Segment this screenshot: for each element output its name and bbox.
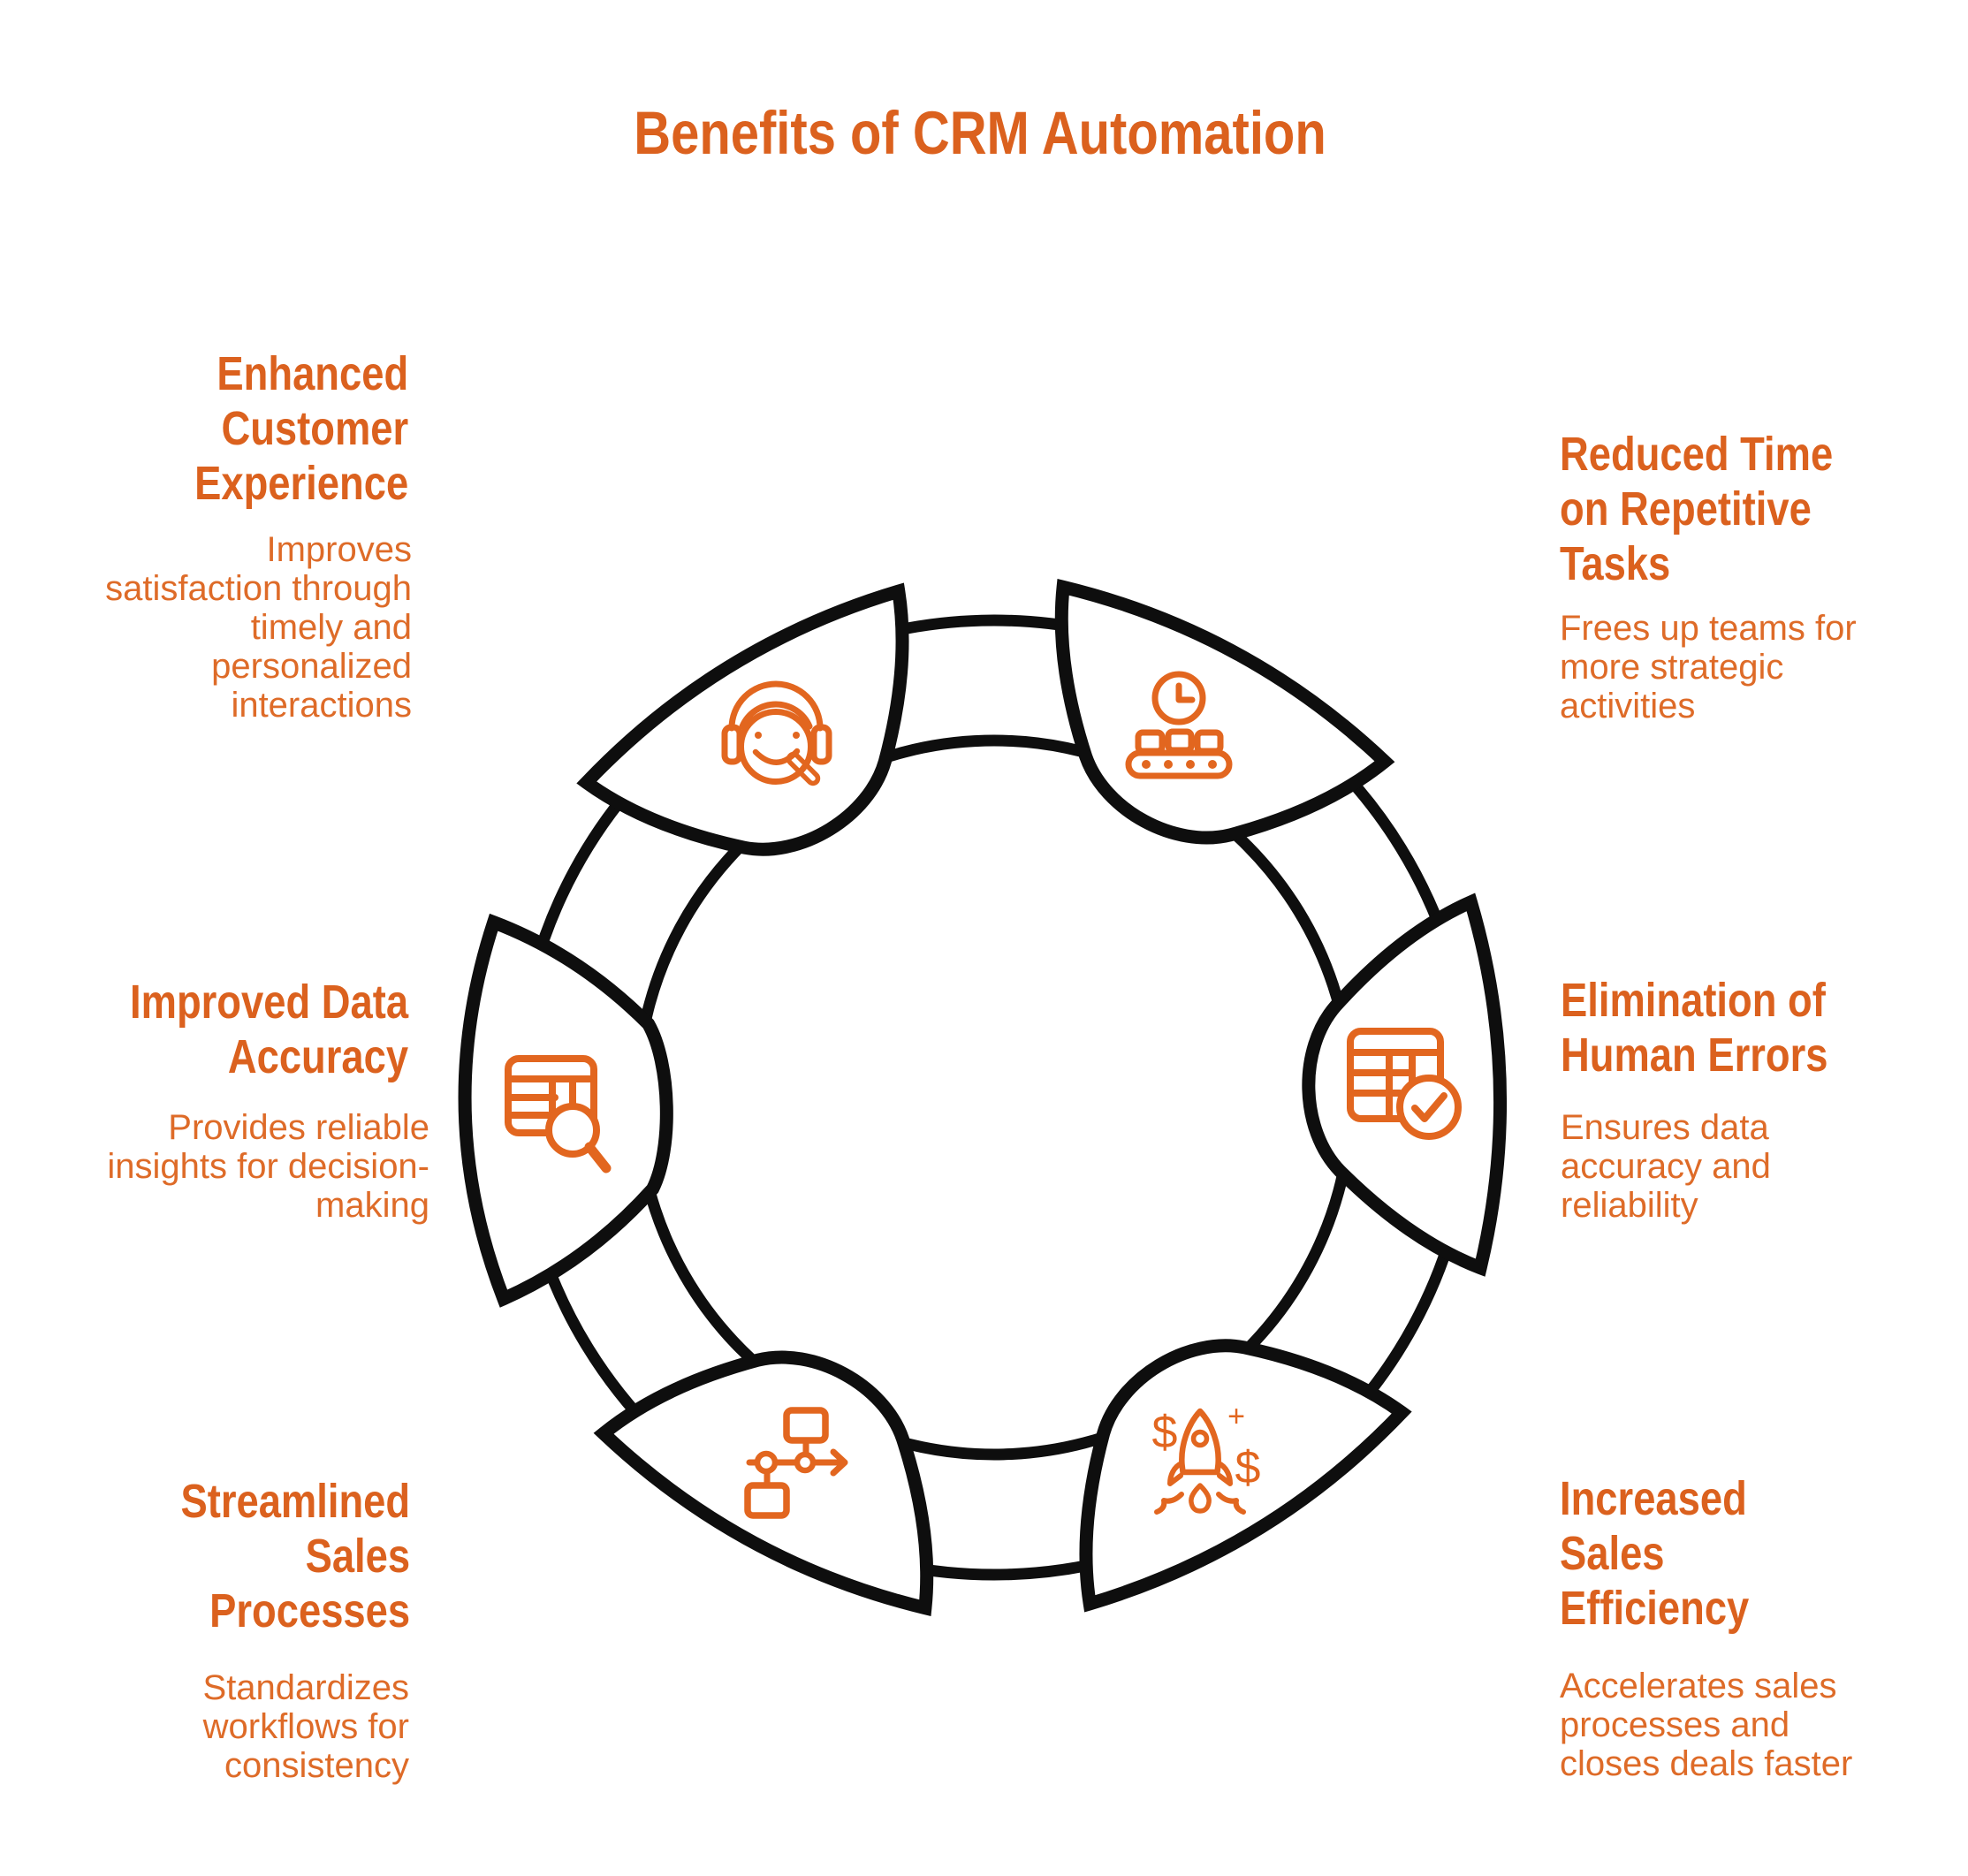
svg-text:$: $	[1152, 1407, 1178, 1458]
svg-text:$: $	[1235, 1442, 1261, 1493]
svg-text:+: +	[1227, 1400, 1245, 1433]
